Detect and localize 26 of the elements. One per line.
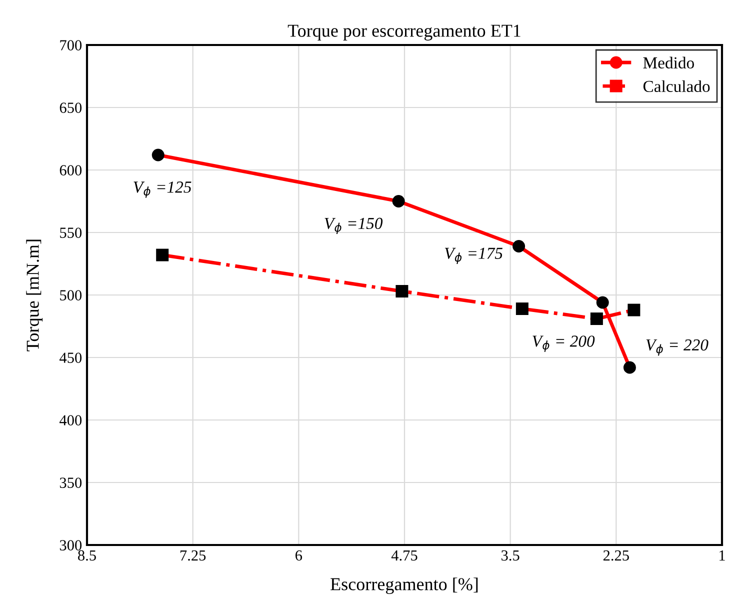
chart-title: Torque por escorregamento ET1: [288, 24, 520, 41]
y-axis-title: Torque [mN.m]: [26, 240, 43, 352]
y-tick-label: 450: [60, 352, 82, 363]
y-tick-label: 500: [60, 290, 82, 300]
x-axis-title: Escorregamento [%]: [330, 578, 478, 594]
legend-label: Calculado: [643, 80, 710, 92]
y-tick-label: 600: [60, 165, 82, 176]
x-tick-label: 4.75: [391, 550, 418, 561]
annotation: V$_{ϕ}$ =175: [444, 248, 502, 264]
x-tick-label: 7.25: [180, 550, 206, 561]
x-tick-label: 3.5: [502, 550, 520, 561]
y-tick-label: 300: [60, 540, 82, 550]
x-tick-label: 2.25: [603, 550, 629, 561]
annotation: V$_{ϕ}$ =125: [134, 182, 192, 198]
annotation: V$_{ϕ}$ =150: [324, 218, 383, 234]
y-tick-label: 700: [60, 40, 82, 50]
annotation: V$_{ϕ}$ = 200: [532, 336, 595, 352]
y-tick-label: 400: [60, 415, 82, 426]
x-tick-label: 1: [720, 550, 725, 560]
legend-label: Medido: [643, 56, 694, 68]
y-tick-label: 350: [60, 478, 82, 488]
x-tick-label: 8.5: [78, 550, 96, 561]
annotation: V$_{ϕ}$ = 220: [646, 339, 708, 356]
y-tick-label: 550: [60, 228, 82, 238]
x-tick-label: 6: [296, 550, 302, 561]
y-tick-label: 650: [60, 102, 82, 113]
